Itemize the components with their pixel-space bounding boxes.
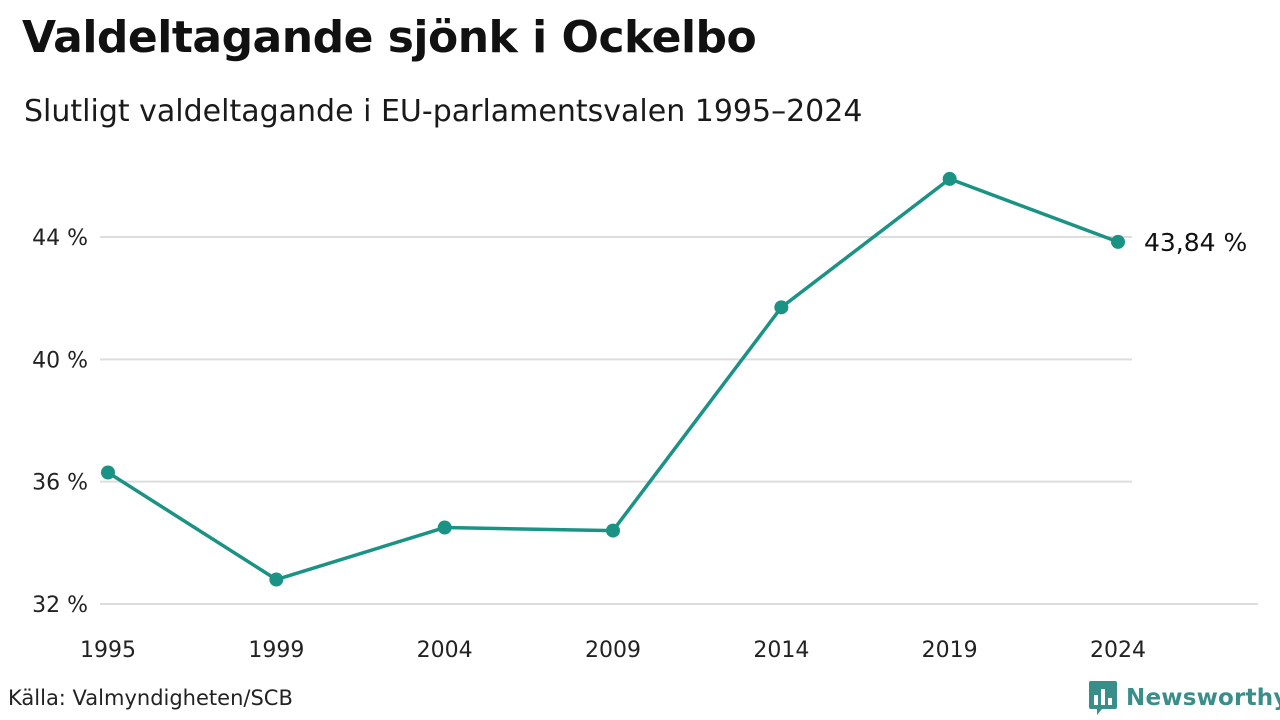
series-layer [101, 171, 1125, 587]
y-tick-label: 32 % [32, 593, 88, 618]
y-axis-ticks: 32 % 36 % 40 % 44 % [32, 226, 88, 618]
x-tick-label: 2019 [922, 638, 978, 663]
data-point [606, 523, 620, 538]
x-tick-label: 1995 [80, 638, 136, 663]
annotation-layer: 43,84 % [1144, 228, 1247, 257]
end-value-label: 43,84 % [1144, 228, 1247, 257]
series-line [106, 177, 1120, 582]
x-tick-label: 2014 [753, 638, 809, 663]
data-point [774, 300, 789, 315]
source-note: Källa: Valmyndigheten/SCB [8, 686, 293, 710]
y-tick-label: 44 % [32, 226, 88, 251]
data-point [437, 520, 452, 535]
x-tick-label: 1999 [248, 638, 304, 663]
data-point [942, 171, 957, 186]
y-tick-label: 36 % [32, 471, 88, 496]
chart-subtitle: Slutligt valdeltagande i EU-parlamentsva… [24, 94, 863, 129]
grid-lines [100, 236, 1258, 605]
x-axis-ticks: 1995 1999 2004 2009 2014 2019 2024 [80, 638, 1146, 663]
brand-logo: Newsworthy [1088, 680, 1280, 716]
data-point [1111, 234, 1125, 249]
data-point [101, 465, 115, 480]
chart-title: Valdeltagande sjönk i Ockelbo [22, 12, 757, 63]
x-tick-label: 2024 [1090, 638, 1146, 663]
bar-chart-bubble-icon [1089, 681, 1117, 715]
brand-name: Newsworthy [1126, 685, 1280, 711]
x-tick-label: 2009 [585, 638, 641, 663]
y-tick-label: 40 % [32, 348, 88, 373]
data-point [269, 572, 284, 587]
x-tick-label: 2004 [417, 638, 473, 663]
